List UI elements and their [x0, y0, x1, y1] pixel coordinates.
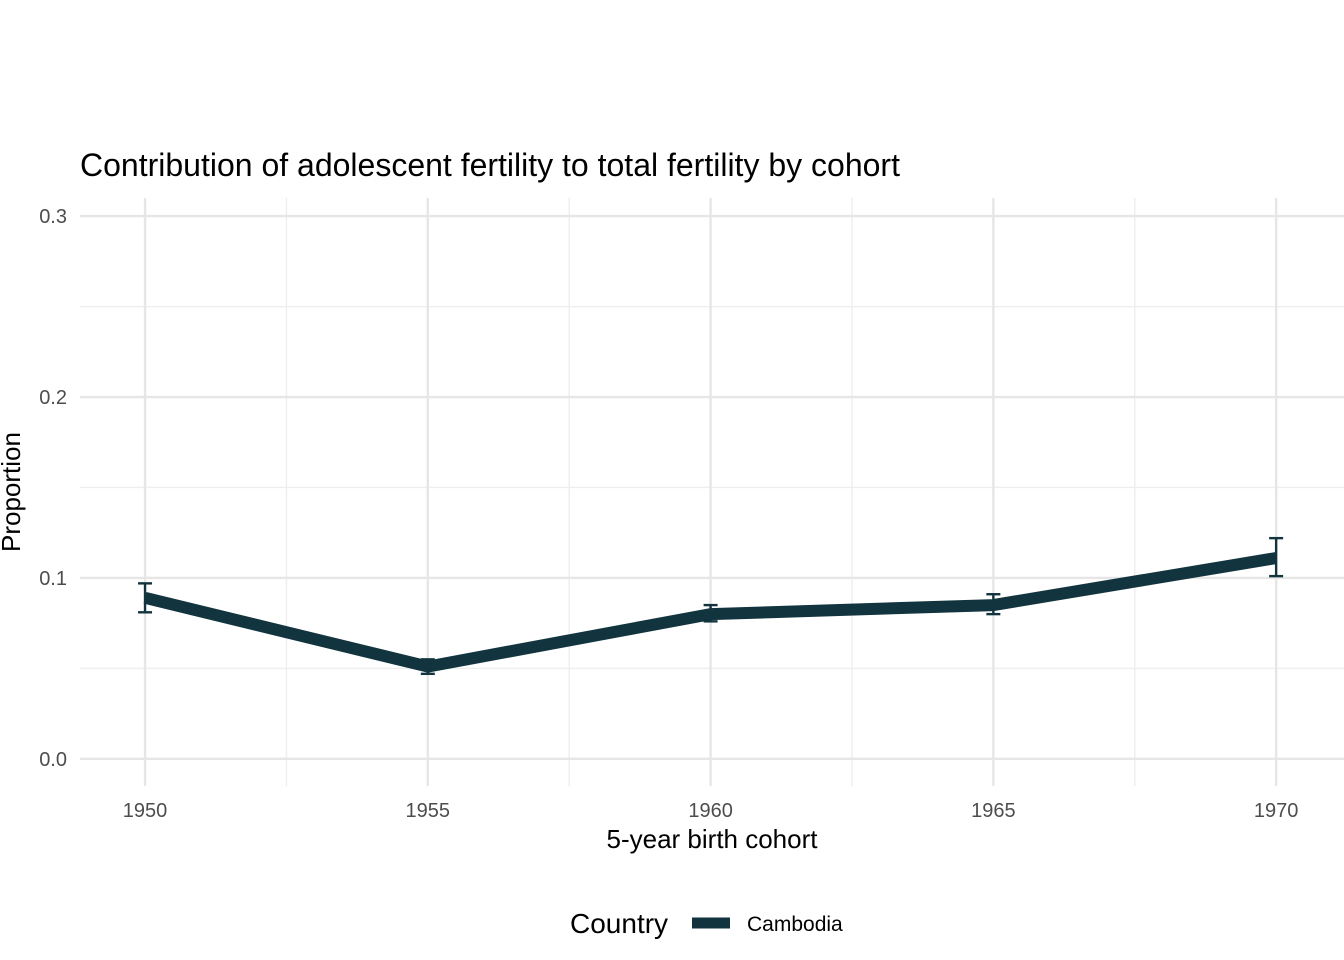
- grid: [80, 198, 1344, 786]
- x-axis-title: 5-year birth cohort: [607, 824, 819, 854]
- y-axis-title: Proportion: [0, 432, 26, 552]
- y-tick-label: 0.3: [39, 206, 67, 228]
- error-bar: [1269, 536, 1284, 578]
- x-tick-label: 1950: [123, 800, 168, 822]
- x-tick-label: 1960: [688, 800, 733, 822]
- y-tick-label: 0.0: [39, 749, 67, 771]
- error-bar: [986, 593, 1001, 616]
- error-bar: [703, 603, 718, 623]
- x-tick-label: 1970: [1254, 800, 1299, 822]
- chart-title: Contribution of adolescent fertility to …: [80, 147, 900, 183]
- y-tick-label: 0.1: [39, 568, 67, 590]
- y-tick-label: 0.2: [39, 387, 67, 409]
- legend-title: Country: [570, 908, 668, 939]
- legend-label-cambodia: Cambodia: [747, 913, 843, 936]
- x-axis-ticks: 1950 1955 1960 1965 1970: [123, 800, 1299, 822]
- legend: Country Cambodia: [570, 908, 843, 939]
- x-tick-label: 1955: [406, 800, 451, 822]
- y-axis-ticks: 0.0 0.1 0.2 0.3: [39, 206, 67, 771]
- series-layer: [138, 536, 1284, 676]
- x-tick-label: 1965: [971, 800, 1016, 822]
